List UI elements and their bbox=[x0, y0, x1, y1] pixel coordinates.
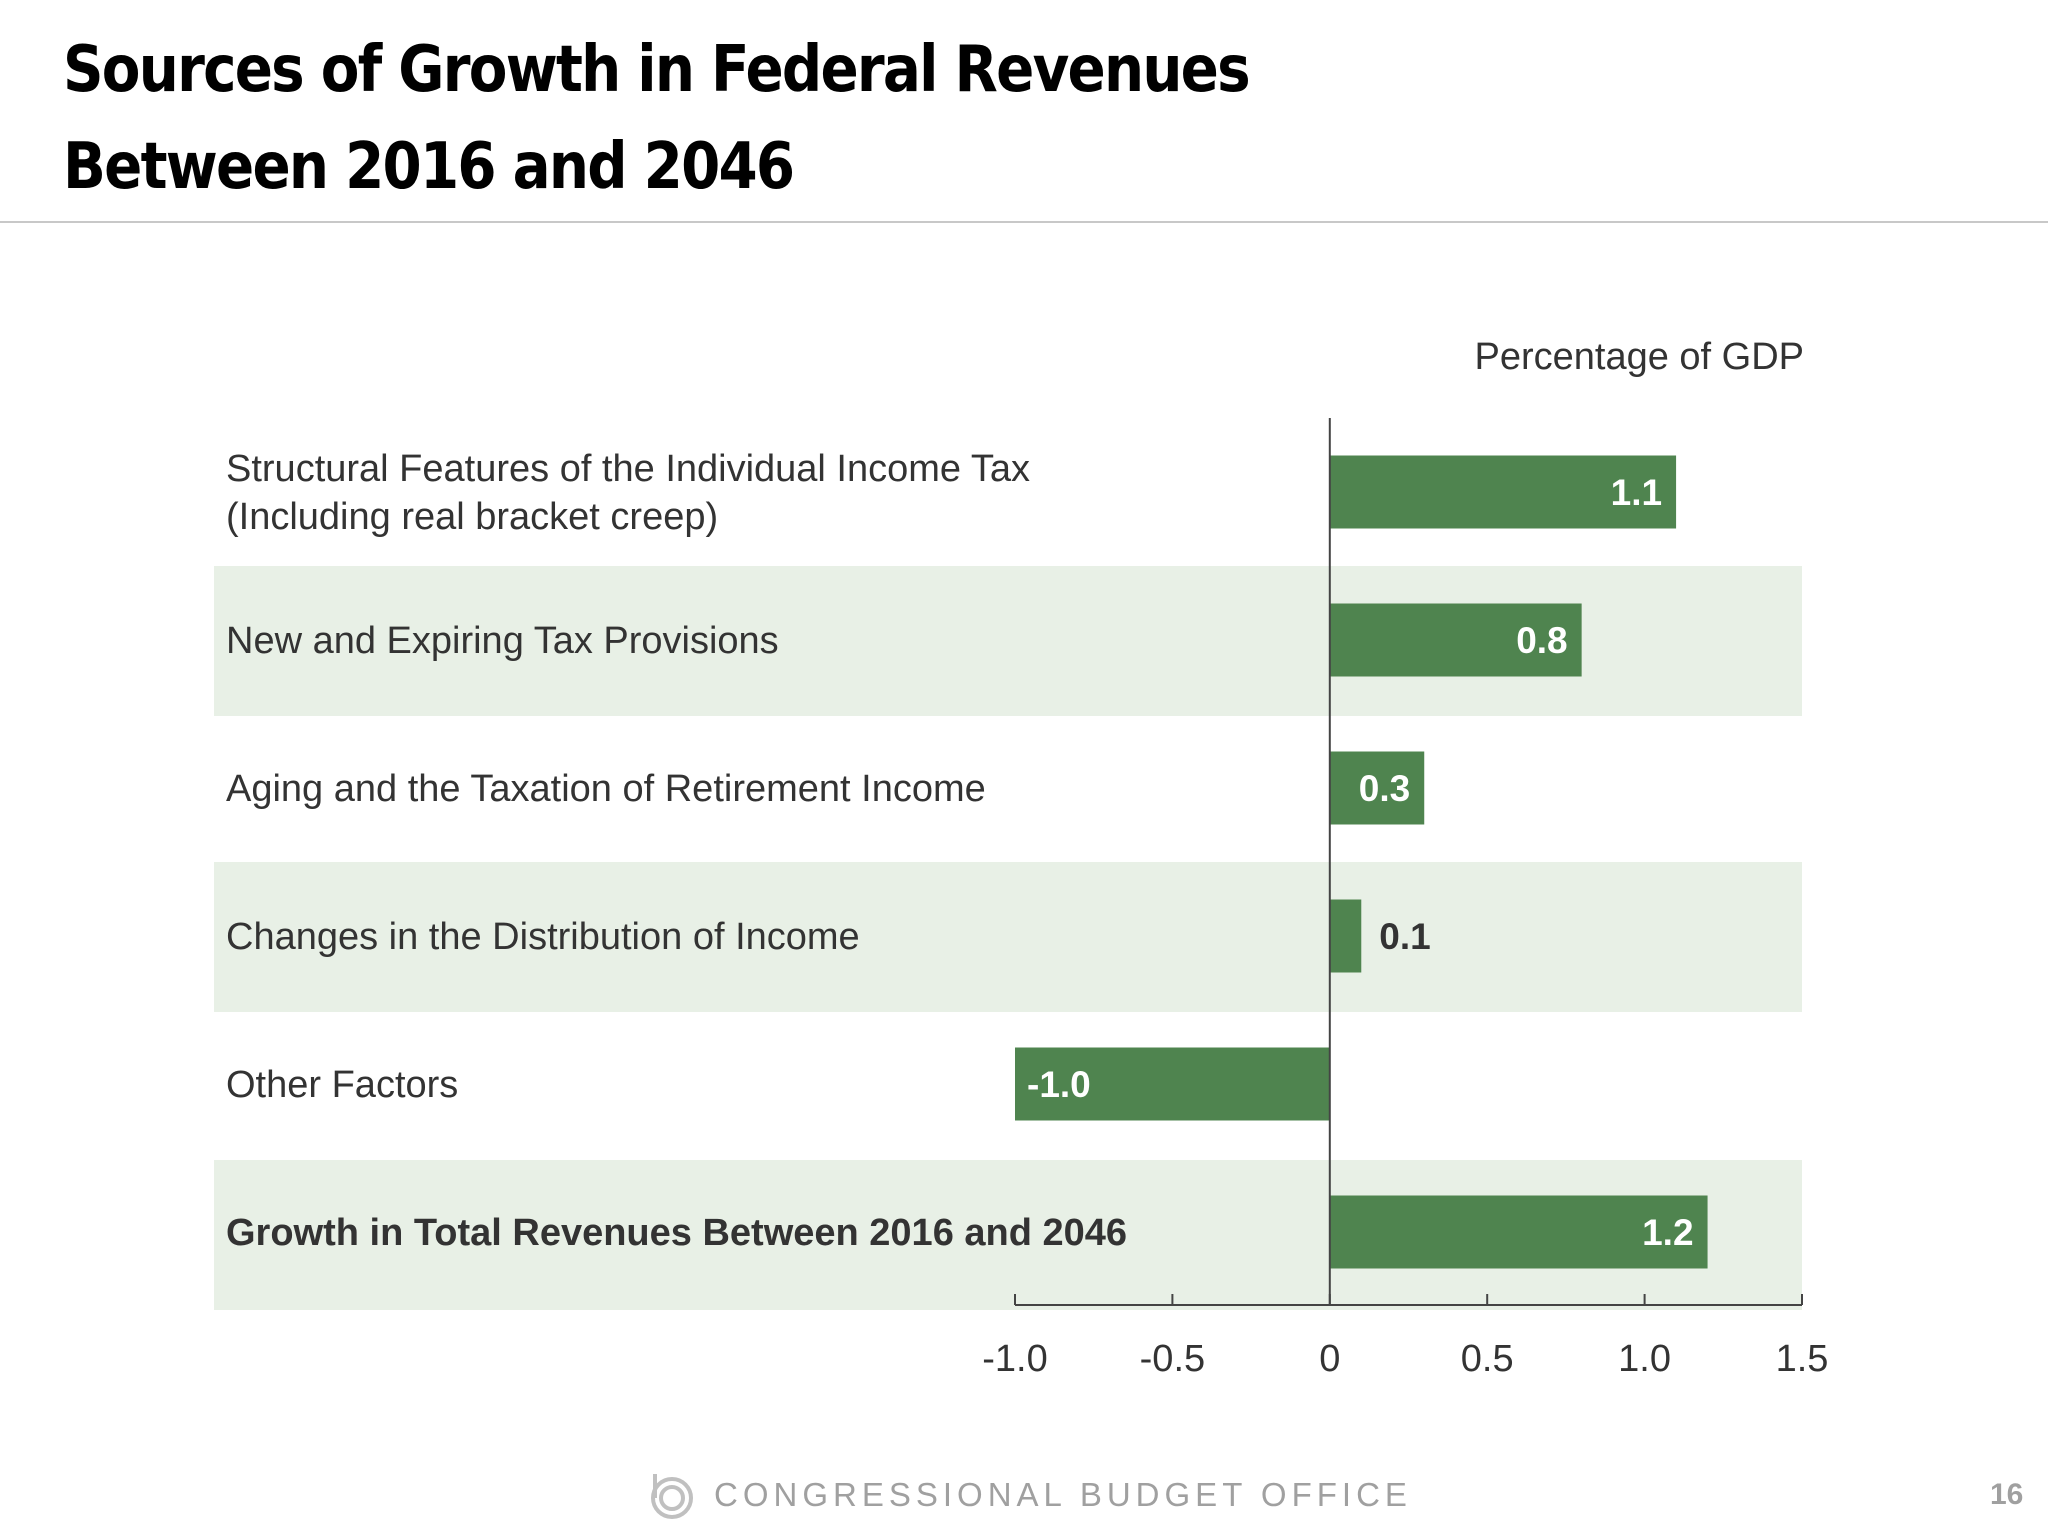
x-tick-label: -1.0 bbox=[982, 1338, 1047, 1380]
unit-label: Percentage of GDP bbox=[1474, 336, 1804, 378]
category-label: (Including real bracket creep) bbox=[226, 496, 718, 538]
page-number: 16 bbox=[1990, 1478, 2024, 1511]
data-label: 1.1 bbox=[1611, 472, 1662, 513]
row-band bbox=[214, 862, 1802, 1012]
x-tick-label: 0.5 bbox=[1461, 1338, 1514, 1380]
category-label: Other Factors bbox=[226, 1064, 458, 1106]
data-label: 0.1 bbox=[1379, 916, 1430, 957]
x-tick-label: 1.0 bbox=[1618, 1338, 1671, 1380]
category-label: Aging and the Taxation of Retirement Inc… bbox=[226, 768, 986, 810]
cbo-logo-icon bbox=[651, 1474, 693, 1519]
bar-4 bbox=[1015, 1047, 1330, 1121]
bar-0 bbox=[1329, 455, 1677, 529]
category-label: Structural Features of the Individual In… bbox=[226, 448, 1030, 490]
bar-2 bbox=[1329, 751, 1425, 825]
category-label: New and Expiring Tax Provisions bbox=[226, 620, 779, 662]
x-tick-label: -0.5 bbox=[1140, 1338, 1205, 1380]
footer-org: CONGRESSIONAL BUDGET OFFICE bbox=[714, 1476, 1412, 1513]
data-label: 0.8 bbox=[1516, 620, 1567, 661]
data-label: -1.0 bbox=[1027, 1064, 1091, 1105]
data-label: 1.2 bbox=[1642, 1212, 1693, 1253]
bar-1 bbox=[1329, 603, 1582, 677]
bar-3 bbox=[1329, 899, 1362, 973]
title-line-2: Between 2016 and 2046 bbox=[63, 130, 795, 204]
x-tick-label: 0 bbox=[1319, 1338, 1340, 1380]
category-label: Growth in Total Revenues Between 2016 an… bbox=[226, 1212, 1127, 1254]
bar-5 bbox=[1329, 1195, 1708, 1269]
title-divider bbox=[0, 221, 2048, 223]
category-label: Changes in the Distribution of Income bbox=[226, 916, 860, 958]
x-tick-label: 1.5 bbox=[1776, 1338, 1829, 1380]
data-label: 0.3 bbox=[1359, 768, 1410, 809]
page-title: Sources of Growth in Federal Revenues Be… bbox=[63, 22, 1251, 216]
title-line-1: Sources of Growth in Federal Revenues bbox=[63, 33, 1251, 107]
